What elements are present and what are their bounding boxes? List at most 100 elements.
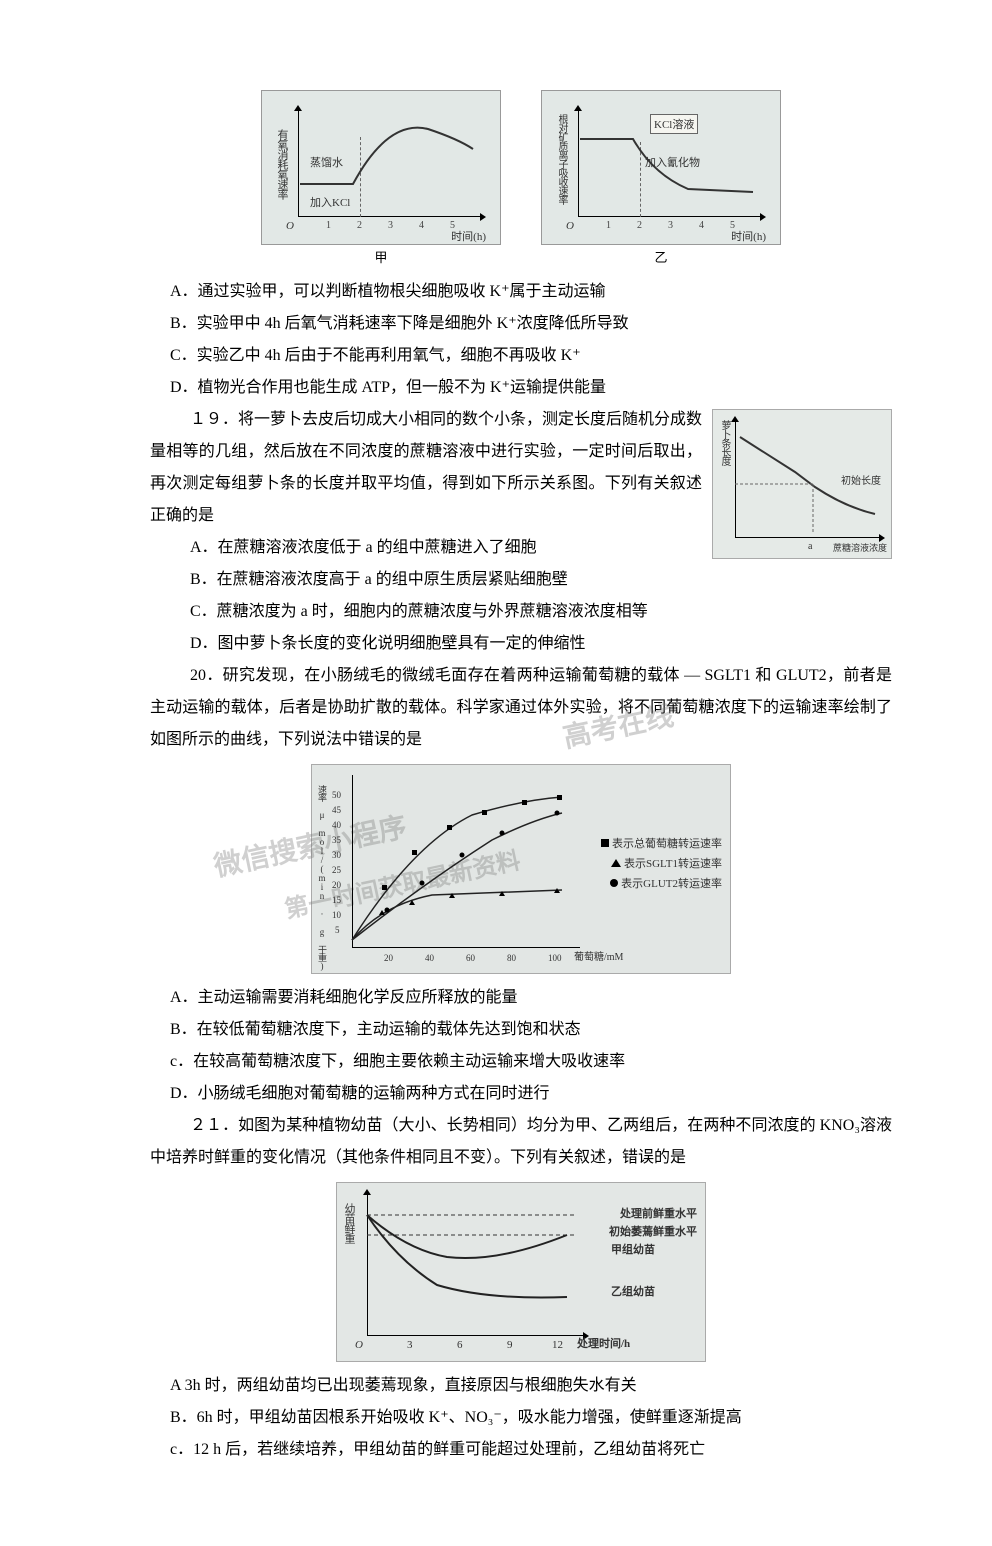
legend-total: 表示总葡萄糖转运速率: [601, 835, 722, 851]
q18-b: B．实验甲中 4h 后氧气消耗速率下降是细胞外 K⁺浓度降低所导致: [170, 308, 892, 340]
tick: 3: [668, 220, 673, 231]
chart-jia-caption: 甲: [261, 247, 501, 266]
xtick: 12: [552, 1339, 563, 1351]
q20-text: 20．研究发现，在小肠绒毛的微绒毛面存在着两种运输葡萄糖的载体 — SGLT1 …: [150, 660, 892, 756]
top-charts-row: 有氧消耗氧速率 蒸馏水 加入KCl O 1 2 3 4 5: [150, 90, 892, 266]
q19-d: D．图中萝卜条长度的变化说明细胞壁具有一定的伸缩性: [190, 628, 892, 660]
q19-xlabel: 蔗糖溶液浓度: [833, 541, 887, 554]
square-icon: [601, 839, 609, 847]
xtick: 20: [384, 953, 393, 963]
legend-label: 表示总葡萄糖转运速率: [612, 835, 722, 851]
tick: 4: [699, 220, 704, 231]
ytick: 30: [332, 850, 341, 860]
chart-jia-wrapper: 有氧消耗氧速率 蒸馏水 加入KCl O 1 2 3 4 5: [261, 90, 501, 266]
legend-sglt1: 表示SGLT1转运速率: [611, 855, 722, 871]
origin: O: [566, 220, 574, 232]
q19-a-point: a: [808, 541, 812, 552]
axis-x: [298, 216, 482, 217]
tick: 3: [388, 220, 393, 231]
tick: 4: [419, 220, 424, 231]
triangle-icon: [611, 859, 621, 867]
tick: 2: [637, 220, 642, 231]
ytick: 20: [332, 880, 341, 890]
q20-c: c．在较高葡萄糖浓度下，细胞主要依赖主动运输来增大吸收速率: [170, 1046, 892, 1078]
q18-a: A．通过实验甲，可以判断植物根尖细胞吸收 K⁺属于主动运输: [170, 276, 892, 308]
chart-yi-ylabel: 根对矿质离子吸收速率: [554, 114, 569, 204]
chart-jia: 有氧消耗氧速率 蒸馏水 加入KCl O 1 2 3 4 5: [261, 90, 501, 245]
xtick: 6: [457, 1339, 463, 1351]
q20-curves: [352, 775, 582, 945]
circle-icon: [610, 879, 618, 887]
xtick: 80: [507, 953, 516, 963]
q19-ref: 初始长度: [841, 472, 881, 487]
q21-b: B．6h 时，甲组幼苗因根系开始吸收 K⁺、NO₃⁻，吸水能力增强，使鲜重逐渐提…: [170, 1402, 892, 1434]
arrow-right-icon: [480, 213, 486, 221]
legend-glut2: 表示GLUT2转运速率: [610, 875, 722, 891]
axis-x: [352, 947, 580, 948]
q19-a: A．在蔗糖溶液浓度低于 a 的组中蔗糖进入了细胞: [190, 532, 702, 564]
q19-text: １９．将一萝卜去皮后切成大小相同的数个小条，测定长度后随机分成数量相等的几组，然…: [150, 404, 702, 532]
q19-b: B．在蔗糖溶液浓度高于 a 的组中原生质层紧贴细胞壁: [190, 564, 702, 596]
q21-text: ２１．如图为某种植物幼苗（大小、长势相同）均分为甲、乙两组后，在两种不同浓度的 …: [150, 1110, 892, 1174]
q21-xlabel: 处理时间/h: [577, 1335, 630, 1351]
axis-x: [735, 537, 881, 538]
tick: 1: [606, 220, 611, 231]
q21-l4: 乙组幼苗: [611, 1283, 655, 1299]
legend-label: 表示SGLT1转运速率: [624, 855, 722, 871]
origin: O: [286, 220, 294, 232]
label-kcl: 加入KCl: [310, 194, 350, 210]
chart-jia-ylabel: 有氧消耗氧速率: [274, 129, 290, 199]
q21-l1: 处理前鲜重水平: [620, 1205, 697, 1221]
ytick: 10: [332, 910, 341, 920]
ytick: 45: [332, 805, 341, 815]
chart-yi: 根对矿质离子吸收速率 KCl溶液 加入氰化物 O 1 2 3 4: [541, 90, 781, 245]
q19-block: １９．将一萝卜去皮后切成大小相同的数个小条，测定长度后随机分成数量相等的几组，然…: [150, 404, 892, 596]
q21-l2: 初始萎蔫鲜重水平: [609, 1223, 697, 1239]
arrow-up-icon: [574, 105, 582, 111]
q21-a: A 3h 时，两组幼苗均已出现萎蔫现象，直接原因与根细胞失水有关: [170, 1370, 892, 1402]
label-distilled: 蒸馏水: [310, 154, 343, 170]
chart-yi-caption: 乙: [541, 247, 781, 266]
xtick: 60: [466, 953, 475, 963]
q20-d: D．小肠绒毛细胞对葡萄糖的运输两种方式在同时进行: [170, 1078, 892, 1110]
q18-c: C．实验乙中 4h 后由于不能再利用氧气，细胞不再吸收 K⁺: [170, 340, 892, 372]
ytick: 40: [332, 820, 341, 830]
xtick: 3: [407, 1339, 413, 1351]
legend-label: 表示GLUT2转运速率: [621, 875, 722, 891]
axis-x: [578, 216, 762, 217]
q21-ylabel: 幼苗鲜重: [341, 1203, 357, 1243]
q21-chart: 幼苗鲜重 处理前鲜重水平 初始萎蔫鲜重水平 甲组幼苗 乙组幼苗 O 3 6 9 …: [336, 1182, 706, 1362]
q19-c: C．蔗糖浓度为 a 时，细胞内的蔗糖浓度与外界蔗糖溶液浓度相等: [190, 596, 892, 628]
q19-ylabel: 萝卜条长度: [717, 420, 732, 465]
q21-c: c．12 h 后，若继续培养，甲组幼苗的鲜重可能超过处理前，乙组幼苗将死亡: [170, 1434, 892, 1466]
tick: 2: [357, 220, 362, 231]
q20-b: B．在较低葡萄糖浓度下，主动运输的载体先达到饱和状态: [170, 1014, 892, 1046]
ytick: 50: [332, 790, 341, 800]
ytick: 35: [332, 835, 341, 845]
q21-curves: [367, 1195, 587, 1335]
label-kcl-sol: KCl溶液: [650, 114, 698, 134]
ytick: 15: [332, 895, 341, 905]
arrow-up-icon: [294, 105, 302, 111]
q20-ylabel: 速率 μ mol/(min · g 干重): [316, 785, 329, 970]
xtick: 40: [425, 953, 434, 963]
q19-chart: 萝卜条长度 初始长度 a 蔗糖溶液浓度: [712, 409, 892, 559]
q20-xlabel: 葡萄糖/mM: [574, 948, 623, 963]
chart-yi-wrapper: 根对矿质离子吸收速率 KCl溶液 加入氰化物 O 1 2 3 4: [541, 90, 781, 266]
q18-d: D．植物光合作用也能生成 ATP，但一般不为 K⁺运输提供能量: [170, 372, 892, 404]
q21-l3: 甲组幼苗: [611, 1241, 655, 1257]
label-cyanide: 加入氰化物: [645, 154, 700, 170]
ytick: 25: [332, 865, 341, 875]
xtick: 100: [548, 953, 562, 963]
tick: 1: [326, 220, 331, 231]
xlabel: 时间(h): [451, 228, 486, 244]
xlabel: 时间(h): [731, 228, 766, 244]
q20-chart: 微信搜索小程序 高考在线 第一时间获取最新资料 速率 μ mol/(min · …: [311, 764, 731, 974]
origin: O: [355, 1339, 363, 1351]
arrow-right-icon: [760, 213, 766, 221]
page-container: 有氧消耗氧速率 蒸馏水 加入KCl O 1 2 3 4 5: [0, 0, 992, 1546]
ytick: 5: [335, 925, 340, 935]
q20-a: A．主动运输需要消耗细胞化学反应所释放的能量: [170, 982, 892, 1014]
axis-x: [367, 1335, 585, 1336]
xtick: 9: [507, 1339, 513, 1351]
